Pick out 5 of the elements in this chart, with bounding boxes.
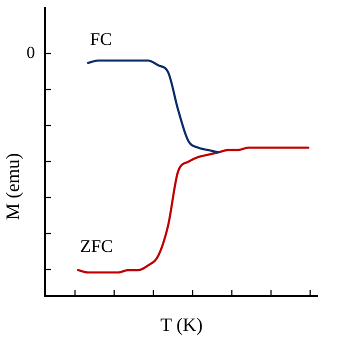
- series-label: ZFC: [80, 236, 114, 256]
- x-axis-title: T (K): [160, 314, 203, 336]
- y-axis-title: M (emu): [2, 152, 24, 220]
- series-label: FC: [90, 28, 112, 49]
- text: 0: [26, 42, 35, 62]
